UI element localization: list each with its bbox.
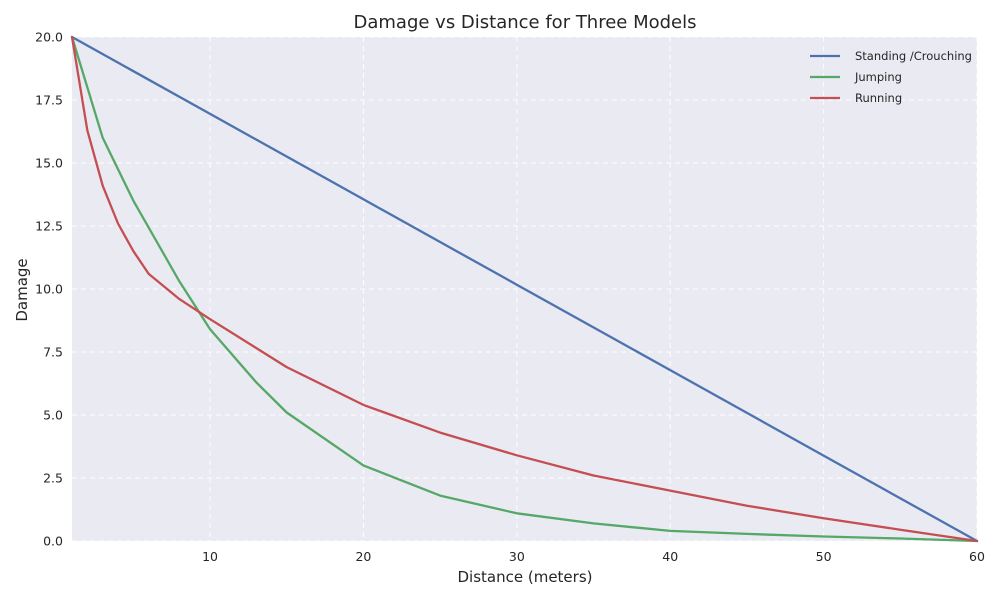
legend: Standing /Crouching Jumping Running: [810, 49, 972, 105]
chart-title: Damage vs Distance for Three Models: [353, 12, 696, 33]
series-line-standing-crouching: [70, 35, 979, 543]
y-tick-label: 5.0: [43, 408, 63, 423]
x-tick-label: 50: [816, 549, 832, 564]
y-tick-label: 10.0: [35, 282, 63, 297]
y-tick-label: 12.5: [35, 219, 63, 234]
y-axis-label: Damage: [13, 258, 31, 321]
y-tick-label: 2.5: [43, 471, 63, 486]
y-axis-ticks: 0.0 2.5 5.0 7.5 10.0 12.5 15.0 17.5 20.0: [35, 30, 63, 549]
y-tick-label: 7.5: [43, 345, 63, 360]
series-line-jumping: [70, 35, 979, 543]
x-axis-ticks: 10 20 30 40 50 60: [202, 549, 985, 564]
x-tick-label: 10: [202, 549, 218, 564]
y-tick-label: 17.5: [35, 93, 63, 108]
x-axis-label: Distance (meters): [458, 568, 593, 586]
series-line-running: [70, 35, 979, 543]
y-tick-label: 20.0: [35, 30, 63, 45]
series-lines: [70, 35, 979, 543]
y-tick-label: 15.0: [35, 156, 63, 171]
legend-label-running: Running: [855, 91, 902, 105]
x-tick-label: 30: [509, 549, 525, 564]
x-tick-label: 40: [662, 549, 678, 564]
x-tick-label: 60: [969, 549, 985, 564]
y-tick-label: 0.0: [43, 534, 63, 549]
legend-label-jumping: Jumping: [854, 70, 902, 84]
legend-label-standing-crouching: Standing /Crouching: [855, 49, 972, 63]
x-tick-label: 20: [355, 549, 371, 564]
